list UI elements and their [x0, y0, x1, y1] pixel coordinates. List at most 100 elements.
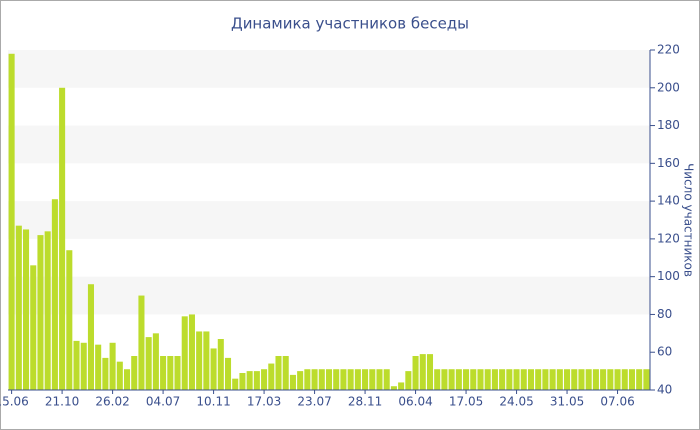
- bar: [239, 373, 246, 390]
- bar: [434, 369, 441, 390]
- bar: [66, 250, 73, 390]
- bar: [167, 356, 174, 390]
- y-tick-label: 100: [657, 269, 680, 283]
- bar: [571, 369, 578, 390]
- bar: [289, 374, 296, 390]
- bar: [174, 356, 181, 390]
- x-tick-label: 04.07: [146, 395, 180, 409]
- bar: [116, 361, 123, 390]
- bar: [405, 371, 412, 390]
- bar: [304, 369, 311, 390]
- bar: [275, 356, 282, 390]
- bar: [232, 378, 239, 390]
- bar: [210, 348, 217, 390]
- y-axis-title: Число участников: [682, 163, 696, 277]
- bar: [556, 369, 563, 390]
- bar: [87, 284, 94, 390]
- bar: [585, 369, 592, 390]
- x-tick-label: 15.06: [0, 395, 29, 409]
- bar: [261, 369, 268, 390]
- bar: [448, 369, 455, 390]
- bar: [196, 331, 203, 390]
- y-tick-label: 180: [657, 118, 680, 132]
- bar: [636, 369, 643, 390]
- bar: [51, 199, 58, 390]
- bar: [549, 369, 556, 390]
- bar: [8, 53, 15, 391]
- bar: [102, 357, 109, 390]
- grid-band: [8, 276, 650, 315]
- bar: [15, 225, 22, 390]
- bar: [325, 369, 333, 390]
- bar: [506, 369, 513, 390]
- bar: [535, 369, 542, 390]
- x-tick-label: 06.04: [398, 395, 432, 409]
- bar: [390, 386, 397, 390]
- bar: [354, 369, 361, 390]
- x-tick-label: 31.05: [550, 395, 584, 409]
- y-tick-label: 40: [657, 383, 672, 397]
- bar: [369, 369, 376, 390]
- bar: [224, 357, 232, 390]
- bar: [491, 369, 498, 390]
- y-tick-label: 200: [657, 80, 680, 94]
- y-tick-label: 120: [657, 231, 680, 245]
- bar: [520, 369, 527, 390]
- bar: [564, 369, 571, 390]
- bar: [643, 369, 650, 390]
- y-tick-label: 220: [657, 43, 680, 57]
- bar: [477, 369, 484, 390]
- bar: [217, 339, 224, 390]
- bar: [607, 369, 614, 390]
- bar: [398, 382, 405, 390]
- bar: [412, 356, 419, 390]
- bar: [592, 369, 599, 390]
- bar: [614, 369, 621, 390]
- bar: [30, 265, 37, 390]
- x-tick-label: 24.05: [499, 395, 533, 409]
- bar: [628, 369, 635, 390]
- bar: [203, 331, 210, 390]
- bar: [383, 369, 390, 390]
- bar: [513, 369, 520, 390]
- bar: [138, 295, 145, 390]
- x-tick-label: 26.02: [95, 395, 129, 409]
- grid-band: [8, 50, 650, 88]
- bar: [152, 333, 159, 390]
- bar: [59, 87, 66, 391]
- x-tick-label: 28.11: [348, 395, 382, 409]
- bar: [333, 369, 340, 390]
- bar: [455, 369, 462, 390]
- bar: [73, 340, 80, 390]
- x-tick-label: 07.06: [600, 395, 634, 409]
- bar: [340, 369, 347, 390]
- grid-band: [8, 125, 650, 164]
- bar: [123, 369, 131, 390]
- bar: [145, 337, 152, 390]
- bar: [347, 369, 354, 390]
- bar: [95, 344, 102, 390]
- bar: [484, 369, 491, 390]
- y-tick-label: 140: [657, 194, 680, 208]
- bar: [23, 229, 30, 390]
- bar: [44, 231, 51, 390]
- x-tick-label: 17.05: [449, 395, 483, 409]
- bar: [37, 235, 44, 390]
- bar: [268, 363, 275, 390]
- bar: [600, 369, 607, 390]
- bar: [578, 369, 585, 390]
- x-tick-label: 23.07: [297, 395, 331, 409]
- bar: [470, 369, 477, 390]
- y-tick-label: 80: [657, 307, 672, 321]
- bar: [542, 369, 549, 390]
- bar: [318, 369, 325, 390]
- y-tick-label: 160: [657, 156, 680, 170]
- bar: [376, 369, 383, 390]
- bar: [419, 354, 426, 390]
- bar: [253, 371, 260, 390]
- bar: [499, 369, 506, 390]
- bar: [463, 369, 470, 390]
- chart-title: Динамика участников беседы: [231, 15, 469, 33]
